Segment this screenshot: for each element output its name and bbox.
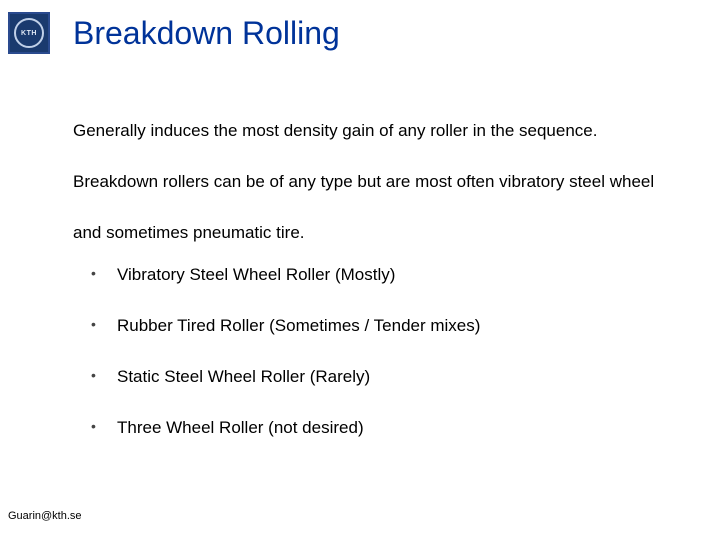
bullet-list: Vibratory Steel Wheel Roller (Mostly) Ru… [85,265,680,469]
body-paragraph: Generally induces the most density gain … [73,105,680,258]
slide-title: Breakdown Rolling [73,15,340,52]
kth-logo: KTH [8,12,50,54]
list-item: Static Steel Wheel Roller (Rarely) [85,367,680,387]
list-item: Rubber Tired Roller (Sometimes / Tender … [85,316,680,336]
list-item: Vibratory Steel Wheel Roller (Mostly) [85,265,680,285]
footer-email: Guarin@kth.se [8,510,82,522]
list-item: Three Wheel Roller (not desired) [85,418,680,438]
logo-inner-circle: KTH [14,18,44,48]
logo-text: KTH [21,30,37,37]
